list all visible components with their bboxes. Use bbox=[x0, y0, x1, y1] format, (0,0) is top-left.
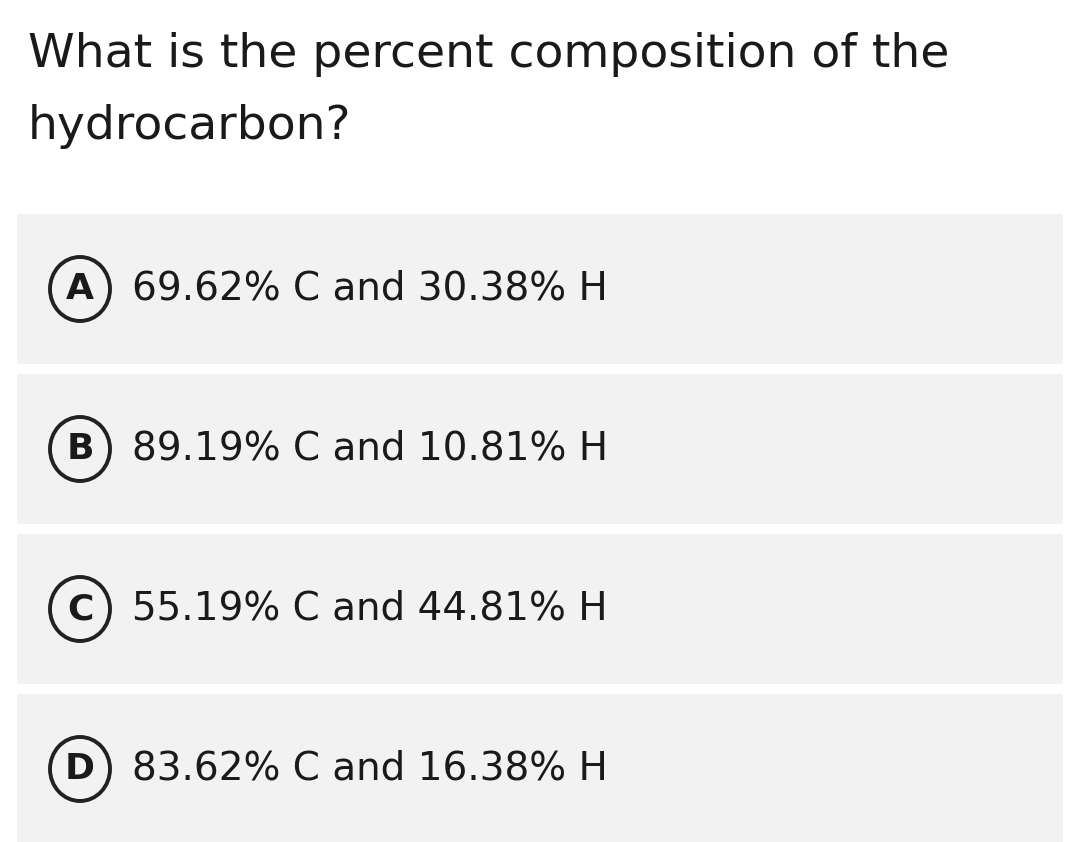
Text: A: A bbox=[66, 272, 94, 306]
Text: 69.62% C and 30.38% H: 69.62% C and 30.38% H bbox=[132, 270, 608, 308]
Text: C: C bbox=[67, 592, 93, 626]
Text: hydrocarbon?: hydrocarbon? bbox=[28, 104, 351, 149]
Text: 83.62% C and 16.38% H: 83.62% C and 16.38% H bbox=[132, 750, 608, 788]
FancyBboxPatch shape bbox=[17, 694, 1063, 842]
Text: 55.19% C and 44.81% H: 55.19% C and 44.81% H bbox=[132, 590, 608, 628]
Text: B: B bbox=[66, 432, 94, 466]
Text: 89.19% C and 10.81% H: 89.19% C and 10.81% H bbox=[132, 430, 608, 468]
Text: D: D bbox=[65, 752, 95, 786]
Text: What is the percent composition of the: What is the percent composition of the bbox=[28, 32, 949, 77]
FancyBboxPatch shape bbox=[17, 374, 1063, 524]
FancyBboxPatch shape bbox=[17, 214, 1063, 364]
FancyBboxPatch shape bbox=[17, 534, 1063, 684]
